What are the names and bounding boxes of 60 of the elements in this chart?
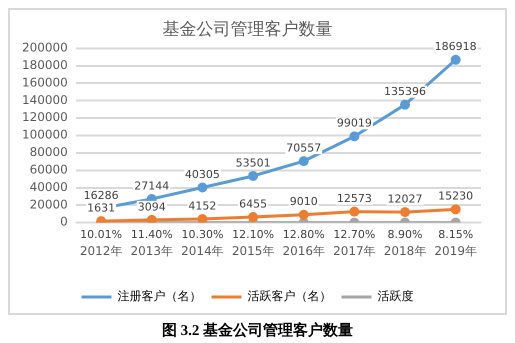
point (197, 214, 208, 223)
data-label: 27144 (134, 179, 170, 192)
legend-label: 注册客户（名） (118, 289, 202, 304)
chart-title: 基金公司管理客户数量 (162, 20, 332, 40)
x-tick-label: 2013年 (130, 244, 174, 258)
data-label: 186918 (434, 40, 477, 54)
data-label: 53501 (236, 156, 271, 170)
legend-label: 活跃客户（名） (248, 289, 332, 304)
data-label: 4152 (188, 199, 216, 212)
y-tick-label: 160000 (22, 75, 68, 90)
y-tick-label: 0 (60, 214, 68, 229)
data-label: 99019 (336, 116, 372, 130)
data-label: 9010 (290, 195, 318, 208)
data-label: 12573 (336, 192, 372, 206)
y-tick-label: 200000 (22, 40, 68, 55)
data-label: 135396 (384, 85, 426, 98)
x-tick-label: 2016年 (282, 244, 325, 258)
data-label: 8.90% (388, 228, 423, 241)
data-label: 12.80% (282, 228, 325, 241)
y-tick-label: 120000 (22, 110, 68, 124)
point (146, 214, 157, 223)
point (298, 156, 309, 166)
x-tick-label: 2014年 (181, 244, 224, 258)
point (450, 54, 461, 65)
y-tick-label: 140000 (22, 92, 68, 107)
data-label: 70557 (286, 142, 322, 155)
x-tick-label: 2017年 (333, 244, 376, 258)
data-label: 6455 (239, 197, 268, 210)
point (450, 204, 461, 214)
point (400, 100, 410, 110)
y-tick-label: 60000 (30, 162, 68, 176)
point (400, 207, 410, 218)
y-tick-label: 180000 (22, 58, 68, 72)
x-tick-label: 2012年 (80, 244, 122, 258)
point (248, 171, 258, 181)
data-label: 3094 (138, 200, 166, 214)
point (248, 212, 258, 222)
data-label: 11.40% (130, 228, 173, 241)
data-label: 8.15% (438, 228, 474, 241)
data-label: 12027 (388, 192, 423, 206)
point (349, 131, 360, 142)
data-label: 15230 (438, 190, 474, 203)
x-tick-label: 2019年 (434, 244, 477, 258)
legend-label: 活跃度 (378, 289, 414, 304)
data-label: 12.70% (333, 228, 376, 241)
x-tick-label: 2015年 (232, 244, 274, 258)
point (349, 206, 360, 217)
caption: 图 3.2 基金公司管理客户数量 (160, 321, 354, 340)
data-label: 16286 (84, 188, 119, 202)
y-tick-label: 100000 (22, 128, 68, 142)
y-tick-label: 20000 (30, 197, 68, 212)
data-label: 40305 (184, 168, 220, 181)
point (298, 210, 309, 220)
data-label: 10.01% (80, 228, 122, 241)
data-label: 12.10% (232, 228, 274, 241)
y-tick-label: 80000 (30, 145, 68, 160)
data-label: 10.30% (181, 228, 224, 241)
y-tick-label: 40000 (30, 180, 68, 194)
x-tick-label: 2018年 (384, 244, 426, 258)
point (197, 182, 208, 192)
